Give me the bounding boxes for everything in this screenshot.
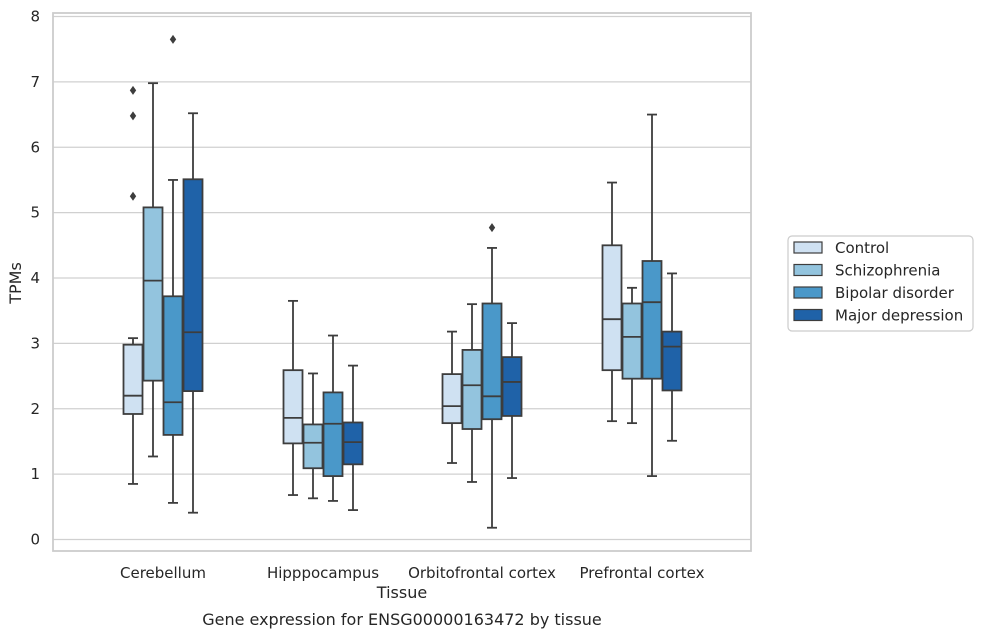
box-iqr xyxy=(342,421,364,466)
legend-box xyxy=(787,235,974,332)
box-iqr xyxy=(322,391,344,477)
box-iqr xyxy=(142,206,164,382)
box-iqr xyxy=(481,302,503,421)
y-tick-labels: 0 1 2 3 4 5 6 7 8 xyxy=(30,8,40,549)
legend-label-2: Bipolar disorder xyxy=(835,284,955,302)
box-1-0 xyxy=(282,299,304,496)
y-axis-label: TPMs xyxy=(6,262,25,305)
y-tick-4: 4 xyxy=(30,269,40,287)
x-axis-label: Tissue xyxy=(376,583,427,602)
box-2-3 xyxy=(501,322,523,479)
box-2-2 xyxy=(481,223,503,529)
box-iqr xyxy=(441,373,463,425)
legend-label-3: Major depression xyxy=(835,307,963,325)
box-3-2 xyxy=(641,113,663,477)
outlier-point-0 xyxy=(169,34,177,44)
x-tick-0: Cerebellum xyxy=(120,564,206,582)
legend-swatch-2 xyxy=(793,286,823,299)
x-tick-2: Orbitofrontal cortex xyxy=(408,564,556,582)
box-1-2 xyxy=(322,334,344,502)
box-iqr xyxy=(621,302,643,380)
y-tick-0: 0 xyxy=(30,531,40,549)
box-iqr xyxy=(282,369,304,445)
box-1-3 xyxy=(342,364,364,511)
box-iqr xyxy=(461,349,483,430)
y-tick-2: 2 xyxy=(30,400,40,418)
box-3-0 xyxy=(601,181,623,423)
box-3-3 xyxy=(661,272,683,442)
x-tick-1: Hipppocampus xyxy=(267,564,379,582)
box-iqr xyxy=(302,423,324,470)
box-1-1 xyxy=(302,372,324,500)
legend-label-0: Control xyxy=(835,239,889,257)
box-iqr xyxy=(641,260,663,380)
y-tick-5: 5 xyxy=(30,204,40,222)
y-tick-1: 1 xyxy=(30,465,40,483)
y-tick-7: 7 xyxy=(30,73,40,91)
outlier-point-0 xyxy=(129,191,137,201)
chart-caption: Gene expression for ENSG00000163472 by t… xyxy=(202,610,602,629)
legend-swatch-0 xyxy=(793,241,823,254)
x-tick-labels: Cerebellum Hipppocampus Orbitofrontal cort… xyxy=(120,564,705,582)
outlier-point-1 xyxy=(129,111,137,121)
outlier-point-2 xyxy=(129,85,137,95)
x-tick-3: Prefrontal cortex xyxy=(580,564,705,582)
y-tick-8: 8 xyxy=(30,8,40,26)
box-2-1 xyxy=(461,303,483,483)
box-3-1 xyxy=(621,286,643,425)
plot-border xyxy=(52,12,752,552)
box-0-3 xyxy=(182,112,204,514)
legend-label-1: Schizophrenia xyxy=(835,262,940,280)
legend-swatch-1 xyxy=(793,263,823,277)
box-iqr xyxy=(162,295,184,436)
box-0-2 xyxy=(162,34,184,504)
box-iqr xyxy=(122,343,144,415)
plot-frame xyxy=(52,12,752,552)
box-2-0 xyxy=(441,330,463,464)
box-iqr xyxy=(661,330,683,392)
legend: Control Schizophrenia Bipolar disorder Majo… xyxy=(787,235,974,332)
y-tick-6: 6 xyxy=(30,138,40,156)
box-iqr xyxy=(501,356,523,417)
box-0-1 xyxy=(142,82,164,458)
box-iqr xyxy=(182,178,204,392)
box-layer xyxy=(122,34,683,529)
outlier-point-0 xyxy=(488,223,496,233)
box-0-0 xyxy=(122,85,144,485)
y-tick-3: 3 xyxy=(30,334,40,352)
box-iqr xyxy=(601,244,623,372)
legend-swatch-3 xyxy=(793,308,823,322)
